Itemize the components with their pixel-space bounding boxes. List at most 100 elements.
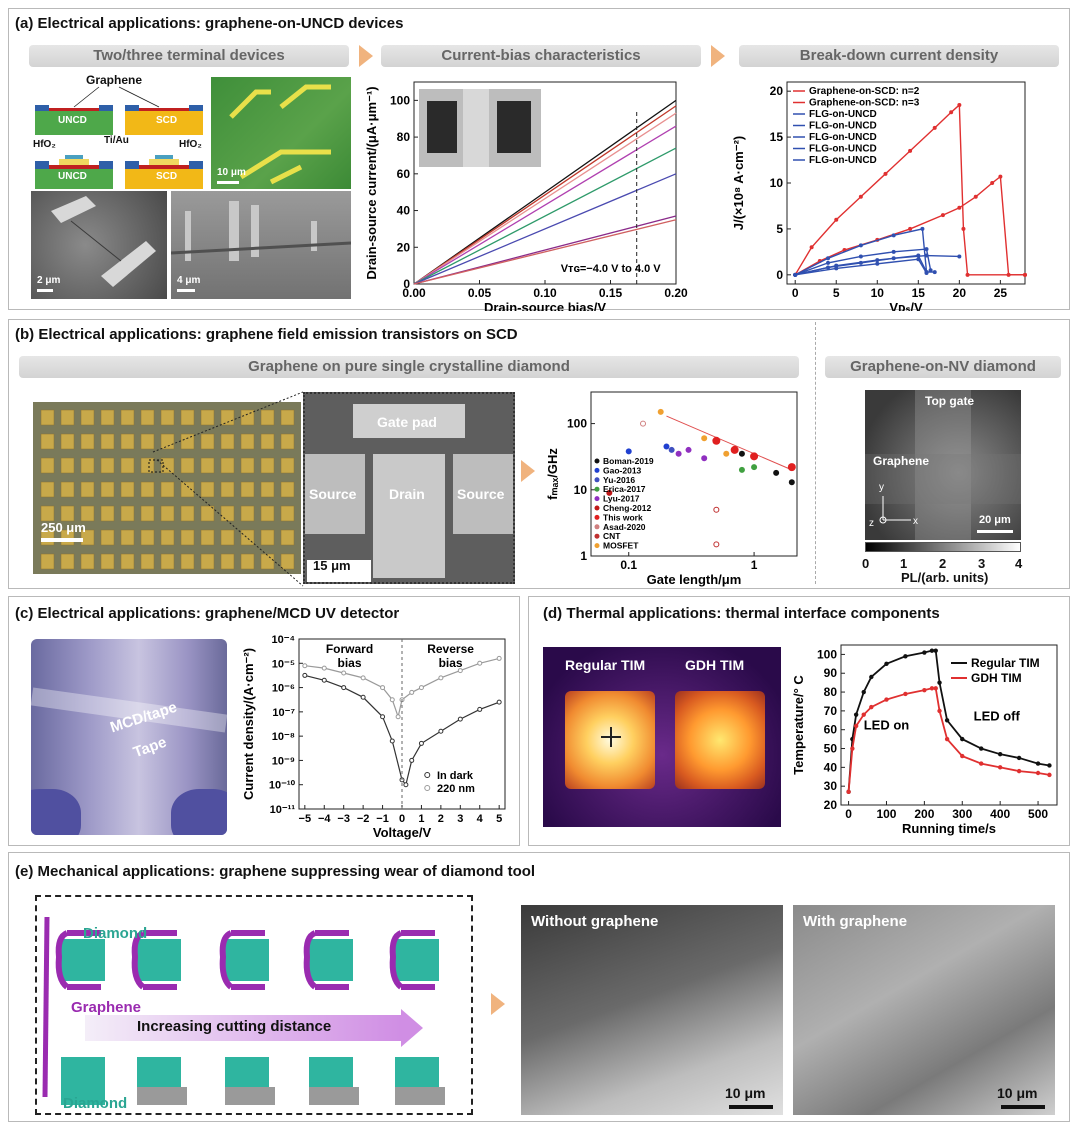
array-pad xyxy=(80,433,95,450)
sem-image-2: 4 μm xyxy=(171,191,351,299)
array-pad xyxy=(240,553,255,570)
bd-legend-entry: FLG-on-UNCD xyxy=(809,144,877,155)
uv-point xyxy=(321,665,327,671)
iv-series-line xyxy=(413,147,677,285)
temp-point xyxy=(929,648,935,653)
scale-10um-b: 10 μm xyxy=(997,1085,1038,1101)
array-pad xyxy=(160,457,175,474)
array-pad xyxy=(280,505,295,522)
detector-photo: MCD/tape Tape xyxy=(31,639,227,835)
temp-point xyxy=(884,661,889,667)
array-pad xyxy=(240,409,255,426)
scale-bar-15um-bg xyxy=(307,560,371,582)
led-off-label: LED off xyxy=(974,708,1021,723)
temp-point xyxy=(944,718,950,723)
forward-bias-label-2: bias xyxy=(338,656,362,670)
gate-pad-label: Gate pad xyxy=(377,414,437,430)
bd-point xyxy=(924,253,929,258)
x-tick-label: −1 xyxy=(376,813,389,825)
fmax-legend-entry: This work xyxy=(603,512,643,522)
inset-channel xyxy=(463,89,489,167)
uv-point xyxy=(389,738,395,744)
pl-tick-3: 3 xyxy=(978,556,986,571)
array-pad xyxy=(180,481,195,498)
inset-dark-left xyxy=(427,101,457,153)
axes-triad xyxy=(879,496,911,524)
fmax-point xyxy=(625,448,632,455)
temp-point xyxy=(979,746,984,751)
iv-series-line xyxy=(413,99,677,285)
x-tick-label: 25 xyxy=(994,286,1008,300)
fmax-legend-entry: Yu-2016 xyxy=(603,475,635,485)
band-nv-diamond: Graphene-on-NV diamond xyxy=(825,356,1061,378)
pl-label: PL/(arb. units) xyxy=(901,570,989,585)
zoom-lines xyxy=(152,391,304,587)
thermal-image: Regular TIM GDH TIM xyxy=(543,647,781,827)
temp-point xyxy=(1016,768,1022,774)
gdh-tim-label: GDH TIM xyxy=(685,657,745,673)
bd-point xyxy=(940,213,945,218)
panel-c-title: (c) Electrical applications: graphene/MC… xyxy=(15,605,400,622)
x-tick-label: 10 xyxy=(871,286,885,300)
temp-point xyxy=(922,687,927,693)
bd-point xyxy=(973,194,978,199)
sem-image-1: 2 μm xyxy=(31,191,167,299)
temp-point xyxy=(861,689,866,695)
uv-point xyxy=(380,685,386,691)
array-pad xyxy=(180,457,195,474)
bd-point xyxy=(834,266,839,271)
array-pad xyxy=(160,481,175,498)
bd-legend-entry: FLG-on-UNCD xyxy=(809,132,877,143)
array-pad xyxy=(80,505,95,522)
x-axis-label: Running time/s xyxy=(902,821,996,836)
uv-point xyxy=(360,694,366,700)
fmax-point xyxy=(750,452,759,461)
bd-series-line xyxy=(794,103,1025,276)
schem-graphene-label: Graphene xyxy=(86,73,143,87)
temp-point xyxy=(1047,763,1052,768)
md-graphene: Graphene xyxy=(71,999,142,1016)
x-tick-label: −3 xyxy=(337,813,350,825)
fmax-trend-line xyxy=(666,415,793,471)
md-diamond-bottom: Diamond xyxy=(63,1095,128,1112)
fmax-legend-marker xyxy=(594,477,600,483)
y-tick-label: 10⁻⁷ xyxy=(272,707,295,719)
array-pad xyxy=(200,457,215,474)
array-pad xyxy=(280,553,295,570)
y-tick-label: 60 xyxy=(824,723,838,737)
array-pad xyxy=(200,529,215,546)
bd-point xyxy=(965,272,970,277)
fmax-legend-entry: Cheng-2012 xyxy=(603,503,651,513)
arrow-a1 xyxy=(359,45,373,67)
array-pad xyxy=(280,409,295,426)
bd-point xyxy=(891,249,896,254)
band-breakdown: Break-down current density xyxy=(739,45,1059,67)
scale-15um: 15 μm xyxy=(313,558,351,573)
bd-point xyxy=(834,217,839,222)
temp-point xyxy=(1047,772,1052,778)
x-tick-label: 1 xyxy=(418,813,424,825)
plot-frame xyxy=(840,644,1058,806)
x-axis-label: Gate length/μm xyxy=(647,572,742,587)
sem-with-graphene: With graphene 10 μm xyxy=(793,905,1055,1115)
scale-bar-10um xyxy=(217,181,239,184)
fmax-legend-marker xyxy=(594,467,600,473)
array-pad xyxy=(40,553,55,570)
schem-uncd-2: UNCD xyxy=(58,171,87,182)
optical-micrograph: 10 μm xyxy=(211,77,351,189)
bd-point xyxy=(957,205,962,210)
uv-legend-entry: 220 nm xyxy=(437,783,475,795)
bd-point xyxy=(858,243,863,248)
y-tick-label: 70 xyxy=(824,704,838,718)
y-tick-label: 10⁻⁹ xyxy=(272,755,295,767)
bd-point xyxy=(932,125,937,130)
array-pad xyxy=(220,481,235,498)
fmax-point xyxy=(738,450,745,457)
array-pad xyxy=(220,553,235,570)
axis-x-label: x xyxy=(913,516,918,527)
drain-region xyxy=(373,454,445,578)
pl-colorbar xyxy=(865,542,1021,552)
x-tick-label: 15 xyxy=(912,286,926,300)
bd-legend-entry: FLG-on-UNCD xyxy=(809,155,877,166)
y-tick-label: 15 xyxy=(770,130,784,144)
